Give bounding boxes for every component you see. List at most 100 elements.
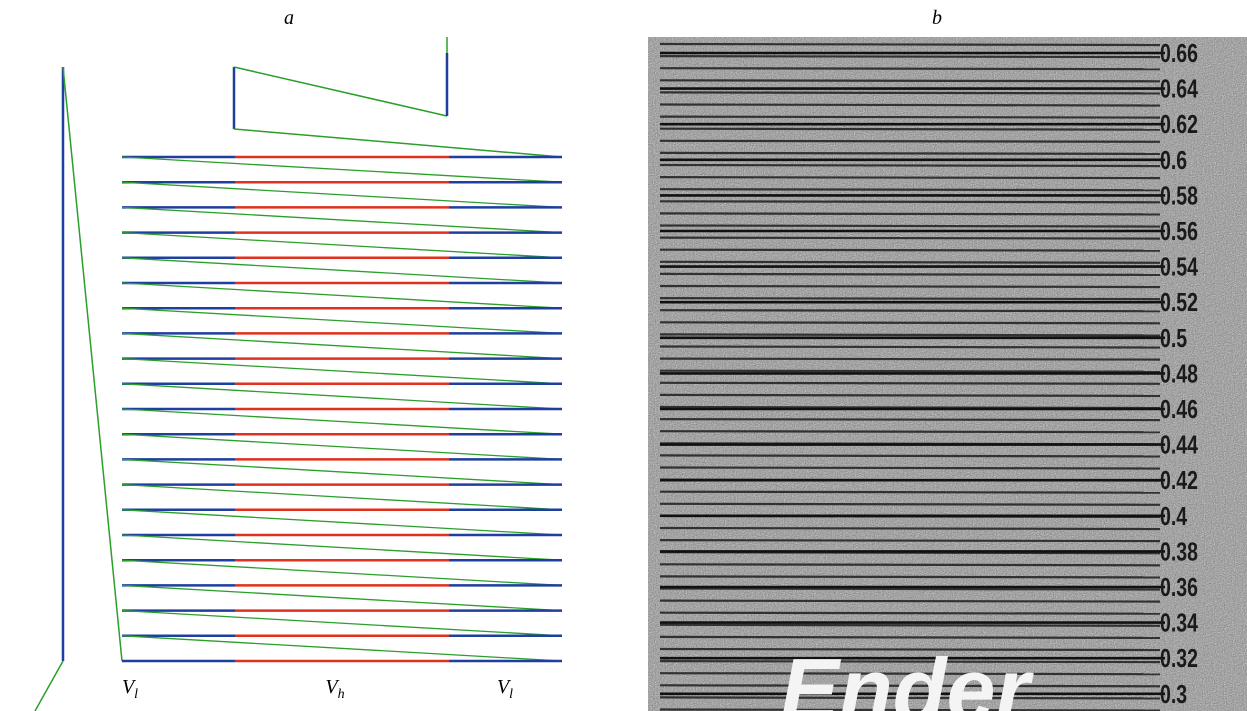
printed-line [660,334,1160,335]
travel-line [122,560,562,585]
printed-line [660,213,1160,214]
printed-line [660,117,1160,118]
printed-line [660,56,1160,57]
travel-line [234,129,562,157]
travel-line [234,67,447,116]
printed-line [660,492,1160,493]
travel-line [122,258,562,283]
subscript: h [338,687,345,702]
printed-line [660,298,1160,299]
printed-line [660,153,1160,154]
line-label: 0.38 [1160,537,1198,566]
printed-line [660,310,1160,311]
line-label: 0.66 [1160,38,1198,67]
panel-label: a [284,7,294,29]
printed-line [660,540,1160,541]
line-label: 0.56 [1160,216,1198,245]
printed-line [660,359,1160,360]
printed-line [660,419,1160,420]
printed-line [660,274,1160,275]
speed-label: Vl [497,676,513,702]
travel-line [122,182,562,207]
travel-line [63,67,122,661]
printed-line [660,262,1160,263]
printed-line [660,177,1160,178]
travel-line [122,207,562,232]
printed-line [660,189,1160,190]
line-label: 0.3 [1160,679,1187,708]
printed-line [660,576,1160,577]
travel-line [122,510,562,535]
printed-line [660,613,1160,614]
travel-line [35,661,63,711]
printed-line [660,589,1160,590]
line-label: 0.6 [1160,145,1187,174]
printed-line [660,250,1160,251]
travel-line [122,333,562,358]
line-label: 0.48 [1160,359,1198,388]
printed-line [660,201,1160,202]
printed-line [660,395,1160,396]
travel-line [122,308,562,333]
line-label: 0.52 [1160,287,1198,316]
printed-line [660,468,1160,469]
travel-line [122,359,562,384]
printed-line [660,637,1160,638]
travel-line [122,485,562,510]
printed-line [660,371,1160,372]
printed-line [660,383,1160,384]
logo: Ender [780,640,1034,711]
line-label: 0.32 [1160,643,1198,672]
line-label: 0.64 [1160,74,1198,103]
printed-line [660,431,1160,432]
travel-line [122,409,562,434]
printed-line [660,165,1160,166]
toolpath-diagram [35,37,562,711]
figure: a b Ender Vl Vh Vl 0.66 0.64 0.62 0.6 0.58 0.56 0… [0,0,1247,711]
line-label: 0.36 [1160,572,1198,601]
line-label: 0.5 [1160,323,1187,352]
travel-line [122,636,562,661]
printed-line [660,238,1160,239]
printed-line [660,226,1160,227]
travel-line [122,434,562,459]
printed-line [660,564,1160,565]
travel-line [122,459,562,484]
travel-line [122,535,562,560]
panel-label: b [932,7,942,29]
printed-line [660,80,1160,81]
line-label: 0.54 [1160,252,1198,281]
printed-line [660,129,1160,130]
printed-line [660,92,1160,93]
printed-line [660,504,1160,505]
printed-line [660,347,1160,348]
subscript: l [134,687,138,702]
travel-line [122,384,562,409]
printed-line [660,44,1160,45]
travel-line [122,283,562,308]
printed-line [660,322,1160,323]
printed-line [660,68,1160,69]
travel-line [122,233,562,258]
photo: Ender [648,37,1247,711]
travel-line [122,611,562,636]
travel-line [122,157,562,182]
line-label: 0.4 [1160,501,1187,530]
line-label: 0.62 [1160,109,1198,138]
speed-label: Vh [325,676,344,702]
line-label: 0.44 [1160,430,1198,459]
printed-line [660,601,1160,602]
travel-line [122,585,562,610]
printed-line [660,625,1160,626]
printed-line [660,528,1160,529]
line-label: 0.34 [1160,608,1198,637]
printed-line [660,141,1160,142]
printed-line [660,455,1160,456]
speed-label: Vl [122,676,138,702]
line-label: 0.58 [1160,181,1198,210]
line-label: 0.42 [1160,465,1198,494]
subscript: l [509,687,513,702]
line-label: 0.46 [1160,394,1198,423]
printed-line [660,105,1160,106]
printed-line [660,286,1160,287]
